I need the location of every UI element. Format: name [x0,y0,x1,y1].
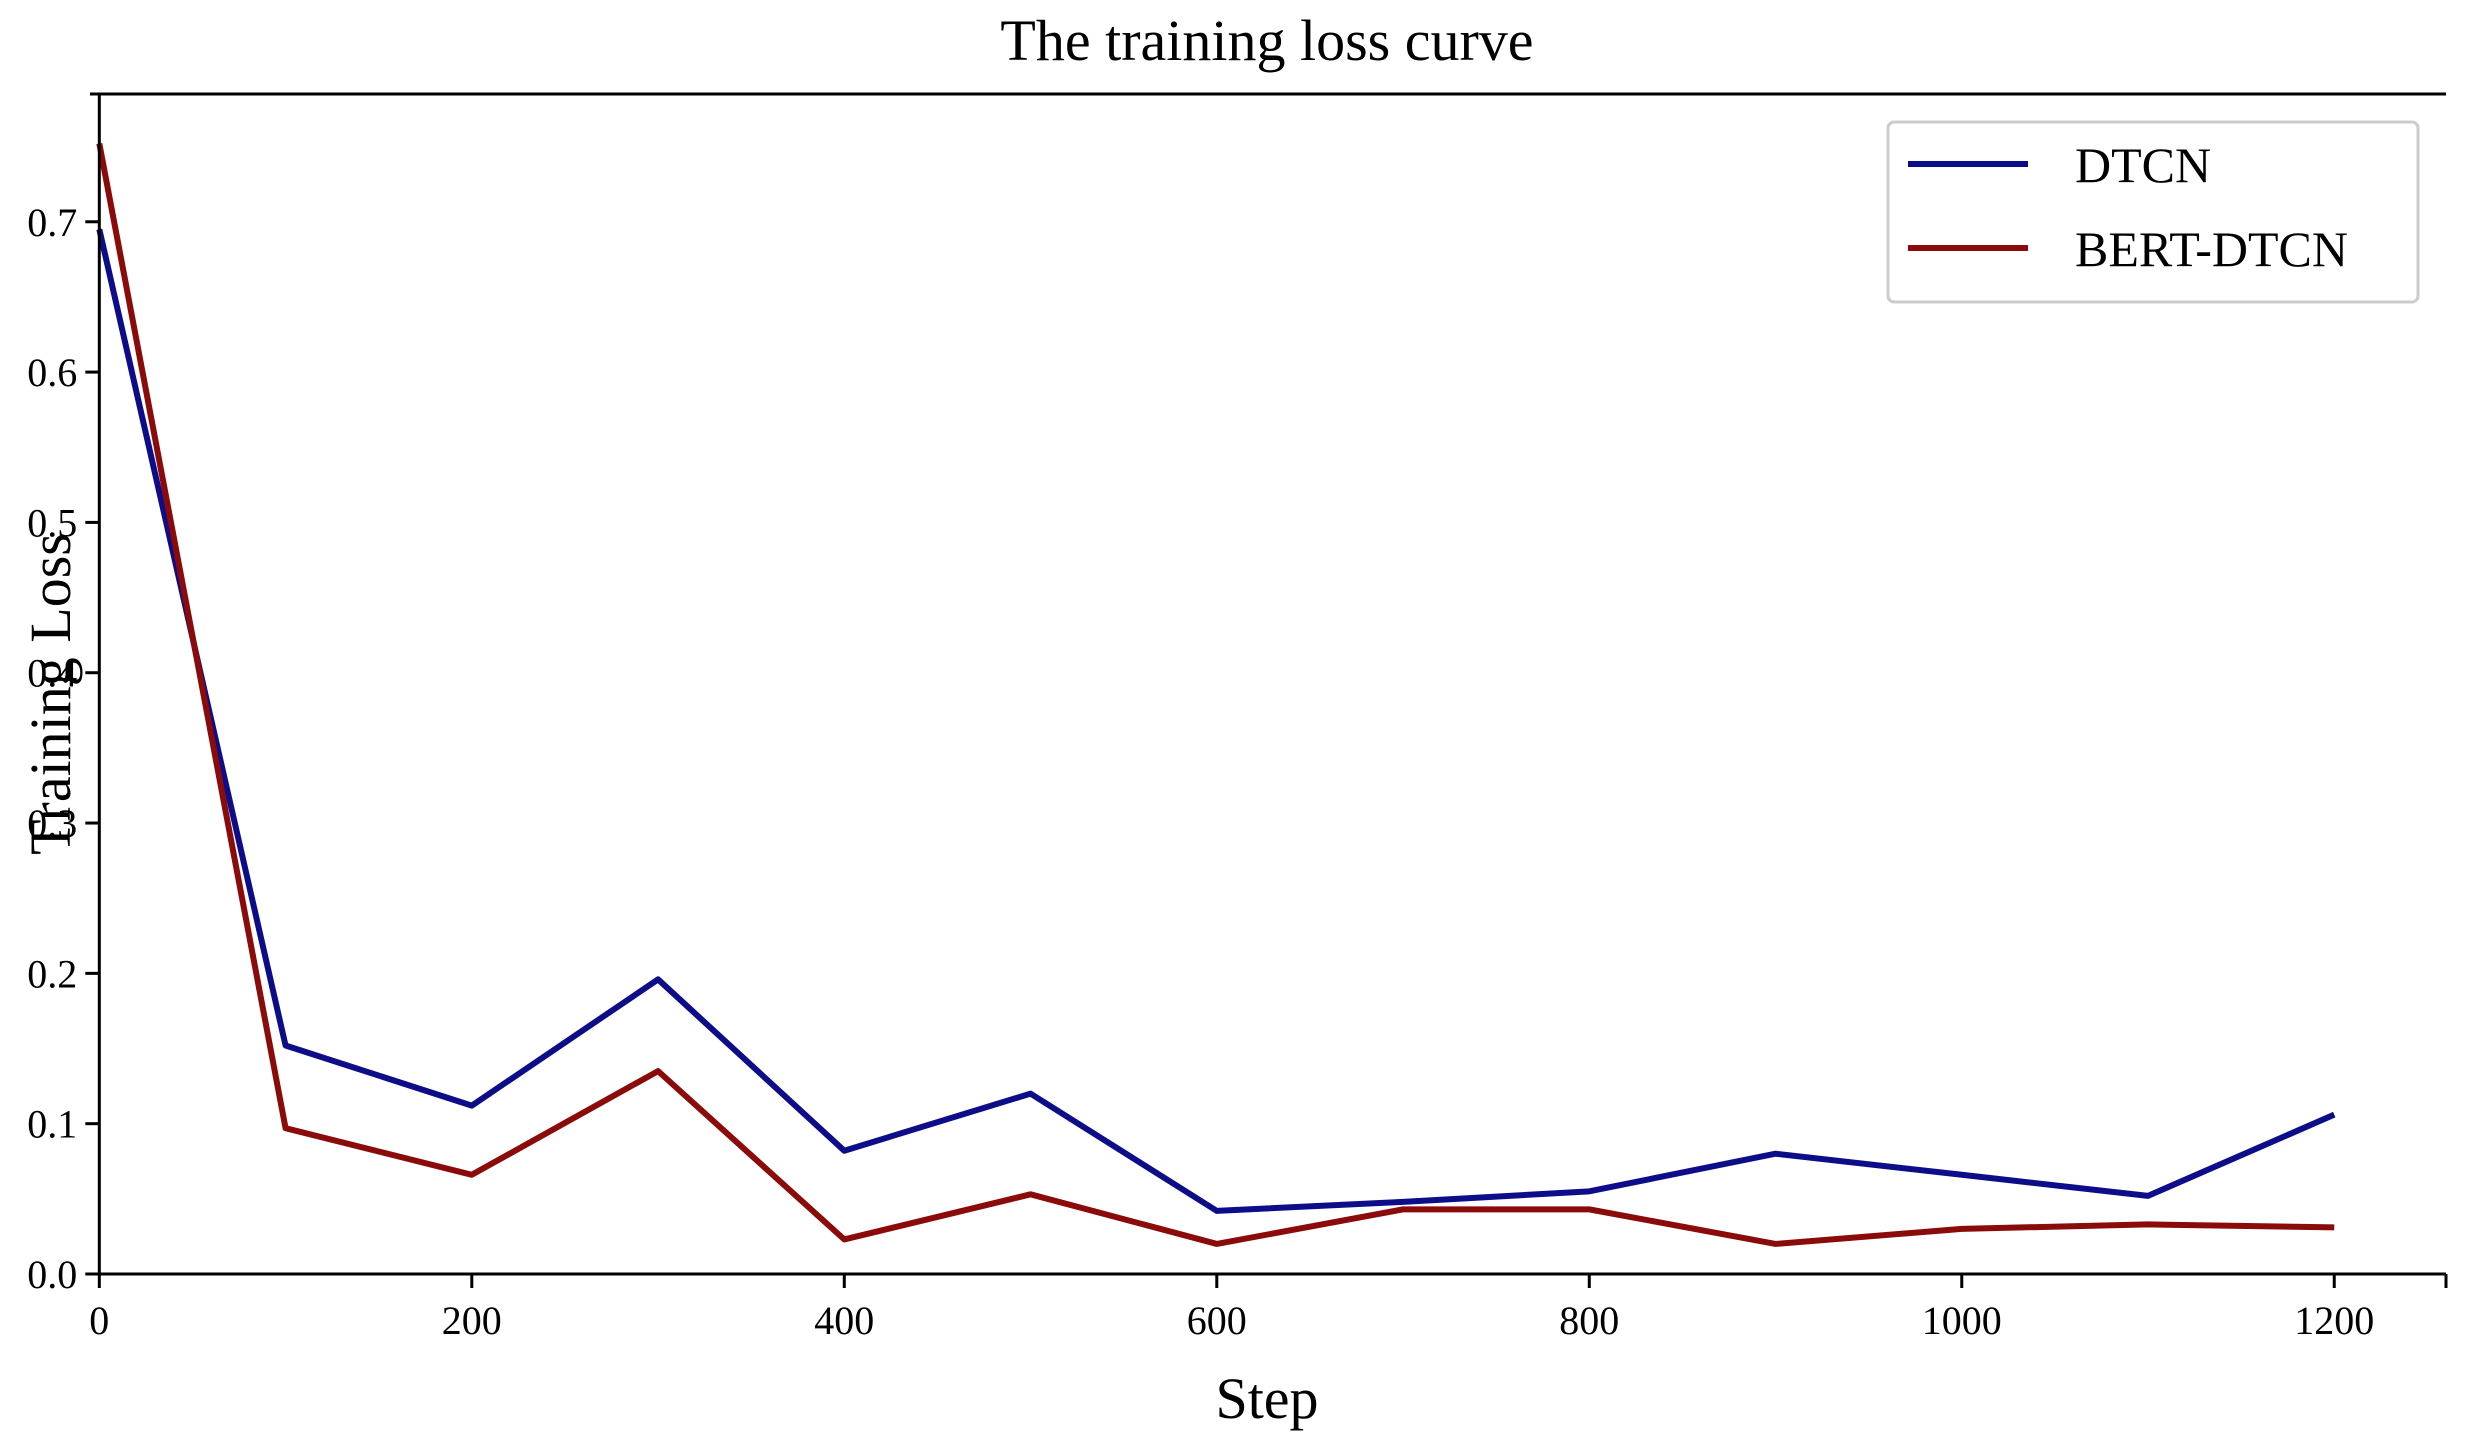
y-axis-ticks: 0.0 0.1 0.2 0.3 0.4 0.5 0.6 0.7 [27,200,100,1297]
x-axis-ticks: 0 200 400 600 800 1000 1200 [89,1274,2374,1343]
y-tick-label: 0.4 [27,651,77,696]
y-tick-label: 0.0 [27,1252,77,1297]
x-axis-title: Step [1215,1366,1318,1431]
series-layer [96,143,2336,1247]
y-tick-label: 0.3 [27,801,77,846]
y-tick-label: 0.2 [27,951,77,996]
y-tick-label: 0.5 [27,500,77,545]
x-tick-label: 1200 [2294,1298,2374,1343]
x-tick-label: 600 [1187,1298,1247,1343]
y-tick-label: 0.7 [27,200,77,245]
x-tick-label: 800 [1559,1298,1619,1343]
y-tick-label: 0.1 [27,1102,77,1147]
legend: DTCN BERT-DTCN [1886,120,2420,304]
x-tick-label: 0 [89,1298,109,1343]
chart-title: The training loss curve [1000,8,1533,73]
x-tick-label: 1000 [1922,1298,2002,1343]
y-axis-title: Training Loss [18,533,83,855]
y-tick-label: 0.6 [27,350,77,395]
x-tick-label: 400 [814,1298,874,1343]
legend-label-dtcn: DTCN [2075,137,2211,193]
axes-frame [90,92,2448,1288]
x-tick-label: 200 [442,1298,502,1343]
series-line-bert-dtcn [96,143,2335,1247]
series-line-dtcn [96,228,2336,1214]
legend-label-bert-dtcn: BERT-DTCN [2075,221,2348,277]
